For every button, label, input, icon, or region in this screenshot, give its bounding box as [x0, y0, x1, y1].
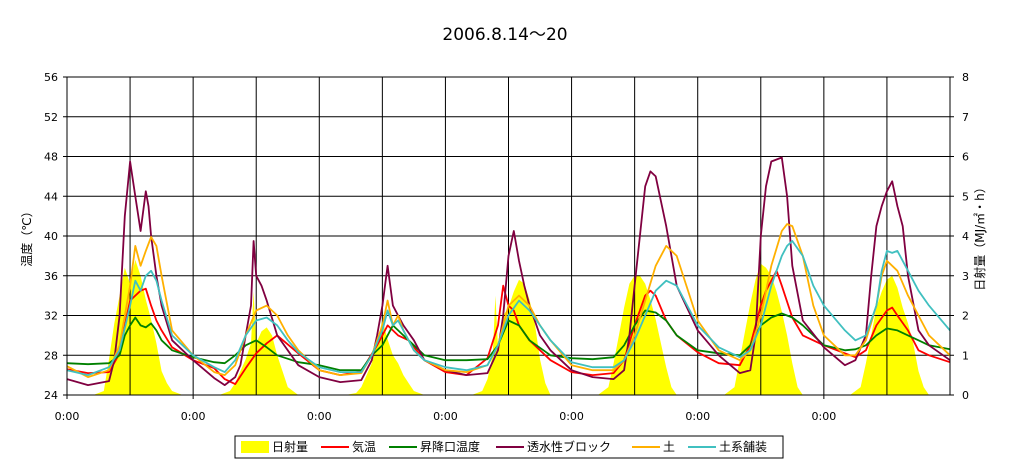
legend: 日射量 気温 昇降口温度 透水性ブロック 土 土系舗装 [234, 435, 784, 459]
y2-tick-label: 5 [962, 190, 969, 203]
series-3-line [66, 156, 951, 387]
y-tick-label: 48 [44, 151, 58, 164]
x-tick-label: 0:00 [685, 410, 710, 423]
legend-label-3: 透水性ブロック [527, 439, 611, 454]
y2-tick-label: 0 [962, 389, 969, 402]
y-tick-label: 28 [44, 349, 58, 362]
y2-tick-label: 8 [962, 71, 969, 84]
y-tick-label: 36 [44, 270, 58, 283]
temperature-lines-layer [66, 156, 951, 387]
y2-tick-label: 3 [962, 270, 969, 283]
chart-title: 2006.8.14～20 [442, 25, 567, 45]
y-tick-label: 44 [44, 190, 58, 203]
x-tick-label: 0:00 [559, 410, 584, 423]
y2-tick-label: 7 [962, 111, 969, 124]
y2-tick-label: 2 [962, 310, 969, 323]
legend-label-1: 気温 [352, 439, 376, 454]
x-tick-label: 0:00 [55, 410, 80, 423]
legend-label-0: 日射量 [272, 439, 308, 454]
series-5-line [66, 240, 951, 377]
y2-tick-label: 6 [962, 151, 969, 164]
solar-radiation-area-layer [93, 259, 930, 395]
x-tick-label: 0:00 [433, 410, 458, 423]
x-axis-ticks: 0:00 0:00 0:00 0:00 0:00 0:00 0:00 [55, 395, 837, 423]
y2-tick-label: 4 [962, 230, 969, 243]
solar-radiation-area [93, 259, 930, 395]
legend-label-2: 昇降口温度 [420, 439, 480, 454]
left-axis-ticks: 24 28 32 36 40 44 48 52 56 [44, 71, 67, 402]
series-2-line [66, 309, 951, 372]
series-1-line [66, 269, 951, 386]
y-tick-label: 52 [44, 111, 58, 124]
legend-label-5: 土系舗装 [719, 440, 767, 454]
y2-axis-title: 日射量（MJ/㎡・h） [972, 181, 987, 291]
x-tick-label: 0:00 [307, 410, 332, 423]
y-axis-title: 温度（℃） [19, 205, 34, 266]
y2-tick-label: 1 [962, 349, 969, 362]
y-tick-label: 24 [44, 389, 58, 402]
legend-swatch-0 [241, 441, 269, 453]
legend-label-4: 土 [663, 440, 675, 454]
grid-layer [67, 77, 950, 395]
y-tick-label: 56 [44, 71, 58, 84]
y-tick-label: 32 [44, 310, 58, 323]
y-tick-label: 40 [44, 230, 58, 243]
x-tick-label: 0:00 [181, 410, 206, 423]
series-4-line [66, 223, 951, 379]
right-axis-ticks: 0 1 2 3 4 5 6 7 8 [950, 71, 969, 402]
x-tick-label: 0:00 [812, 410, 837, 423]
